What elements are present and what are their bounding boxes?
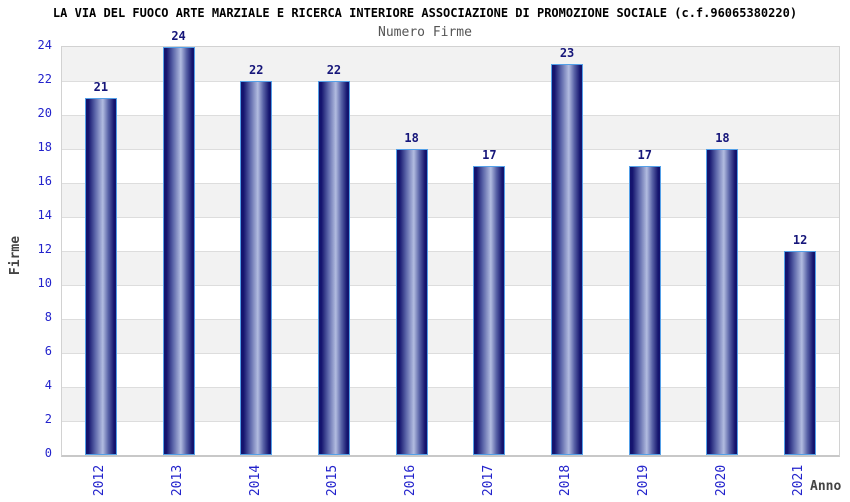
x-tick-label: 2019 <box>636 464 652 496</box>
bar-value-label: 23 <box>559 46 575 60</box>
bar-value-label: 17 <box>482 148 497 162</box>
x-axis-title: Anno <box>810 479 842 494</box>
bar-value-label: 21 <box>93 80 109 94</box>
y-tick-label: 0 <box>44 446 52 460</box>
y-tick-label: 10 <box>37 276 52 290</box>
x-tick-label: 2014 <box>247 464 263 496</box>
gridline <box>62 319 839 320</box>
bar-value-label: 18 <box>715 131 730 145</box>
gridline <box>62 81 839 82</box>
bar-2017 <box>473 166 506 455</box>
bar-2016 <box>395 149 428 455</box>
y-tick-label: 16 <box>37 174 52 188</box>
plot-area: 21 24 22 22 18 17 23 17 18 12 <box>61 29 840 457</box>
gridline <box>62 353 839 354</box>
x-tick-label: 2016 <box>403 464 419 496</box>
bar-value-label: 18 <box>404 131 419 145</box>
bar-2018 <box>551 64 584 455</box>
y-tick-label: 18 <box>37 140 52 154</box>
y-tick-label: 20 <box>37 106 52 120</box>
gridline <box>62 387 839 388</box>
x-tick-label: 2012 <box>92 464 108 496</box>
y-tick-label: 24 <box>37 38 52 52</box>
bar-value-label: 22 <box>326 63 342 77</box>
bar-2019 <box>628 166 661 455</box>
bar-value-label: 24 <box>171 29 186 43</box>
bar-2013 <box>162 47 195 455</box>
chart-subtitle: Numero Firme <box>378 25 472 40</box>
gridline <box>62 217 839 218</box>
gridline <box>62 421 839 422</box>
bar-2020 <box>706 149 739 455</box>
bar-2012 <box>84 98 117 455</box>
bar-2021 <box>784 251 817 455</box>
y-tick-label: 8 <box>44 310 52 324</box>
x-tick-label: 2018 <box>558 464 574 496</box>
x-tick-label: 2017 <box>480 464 496 496</box>
gridline <box>62 149 839 150</box>
bar-value-label: 17 <box>637 148 652 162</box>
x-tick-label: 2020 <box>713 464 729 496</box>
y-tick-label: 4 <box>44 378 52 392</box>
y-tick-label: 14 <box>37 208 52 222</box>
chart-title: LA VIA DEL FUOCO ARTE MARZIALE E RICERCA… <box>52 6 798 20</box>
bar-2015 <box>317 81 350 455</box>
bar-value-label: 12 <box>792 233 808 247</box>
y-tick-label: 12 <box>37 242 52 256</box>
bar-value-label: 22 <box>249 63 264 77</box>
x-tick-label: 2015 <box>325 464 341 496</box>
y-tick-label: 22 <box>37 72 52 86</box>
gridline <box>62 251 839 252</box>
y-tick-label: 2 <box>44 412 52 426</box>
gridline <box>62 115 839 116</box>
gridline <box>62 285 839 286</box>
bar-2014 <box>240 81 273 455</box>
x-tick-label: 2013 <box>170 464 186 496</box>
y-tick-label: 6 <box>44 344 52 358</box>
gridline <box>62 183 839 184</box>
